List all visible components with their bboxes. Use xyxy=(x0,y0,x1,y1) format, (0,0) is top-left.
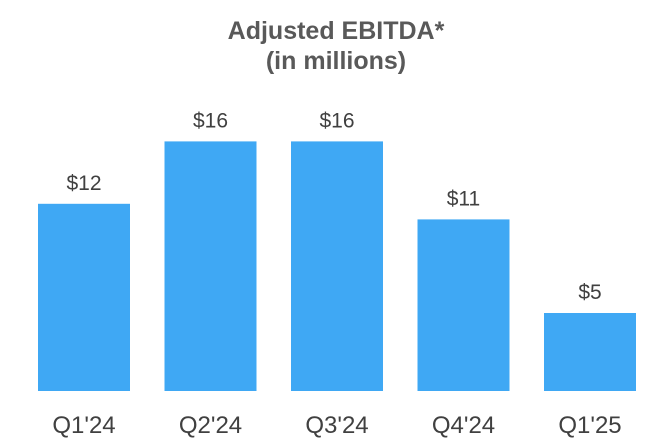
bar-Q2'24 xyxy=(164,141,257,391)
value-label: $5 xyxy=(578,281,601,304)
bar-Q1'24 xyxy=(38,203,130,391)
chart-subtitle: (in millions) xyxy=(265,47,407,75)
bar-Q1'25 xyxy=(544,313,636,391)
x-tick-label: Q4'24 xyxy=(432,412,495,439)
x-tick-label: Q1'24 xyxy=(52,412,115,439)
x-tick-label: Q1'25 xyxy=(558,412,621,439)
value-label: $12 xyxy=(66,172,101,195)
value-label: $11 xyxy=(447,187,480,210)
value-label: $16 xyxy=(193,109,228,132)
chart-title: Adjusted EBITDA* xyxy=(227,17,445,45)
x-tick-labels-group: Q1'24 Q2'24 Q3'24 Q4'24 Q1'25 xyxy=(52,412,621,439)
value-labels-group: $12 $16 $16 $11 $5 xyxy=(66,109,601,304)
bar-Q4'24 xyxy=(417,219,510,391)
bar-Q3'24 xyxy=(291,141,383,391)
chart-title-block: Adjusted EBITDA* (in millions) xyxy=(0,16,672,76)
x-tick-label: Q2'24 xyxy=(179,412,242,439)
value-label: $16 xyxy=(319,109,354,132)
bars-group xyxy=(38,141,636,391)
x-tick-label: Q3'24 xyxy=(305,412,368,439)
